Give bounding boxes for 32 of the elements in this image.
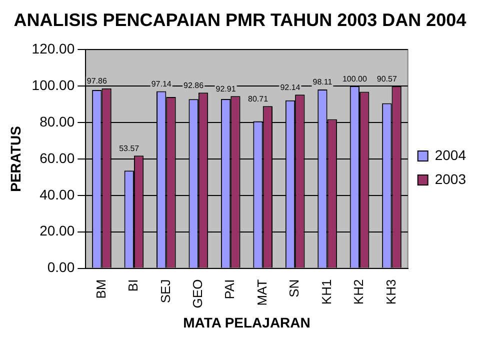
x-tick-label: KH2 — [351, 279, 366, 305]
data-label: 92.91 — [216, 84, 236, 94]
x-tick-label: PAI — [222, 279, 238, 300]
data-label: 97.14 — [151, 79, 172, 88]
data-label: 97.86 — [86, 76, 108, 86]
data-label: 92.86 — [184, 80, 204, 90]
x-tick-label: KH3 — [383, 279, 398, 305]
y-tick-label: 20.00 — [40, 222, 75, 239]
legend-label: 2004 — [434, 146, 466, 163]
x-tick-label: GEO — [190, 279, 205, 308]
data-label: 98.11 — [312, 78, 333, 87]
legend-label: 2003 — [434, 170, 466, 187]
y-tick-label: 80.00 — [40, 113, 75, 130]
data-label: 53.57 — [119, 144, 140, 153]
y-tick-label: 60.00 — [40, 150, 75, 166]
x-axis-title: MATA PELAJARAN — [183, 314, 310, 330]
y-tick-label: 100.00 — [32, 76, 75, 93]
y-tick-label: 40.00 — [40, 186, 75, 202]
chart-title: ANALISIS PENCAPAIAN PMR TAHUN 2003 DAN 2004 — [14, 10, 466, 30]
x-tick-label: SEJ — [158, 279, 173, 304]
y-tick-label: 0.00 — [47, 259, 75, 276]
data-label: 80.71 — [248, 94, 269, 104]
x-tick-label: SN — [286, 279, 302, 298]
y-tick-label: 120.00 — [32, 40, 75, 56]
data-label: 90.57 — [376, 74, 398, 84]
data-label: 100.00 — [342, 74, 368, 84]
x-tick-label: BI — [126, 279, 141, 292]
data-label: 92.14 — [280, 82, 301, 92]
x-tick-label: BM — [93, 279, 108, 299]
x-tick-label: MAT — [254, 279, 270, 306]
y-axis-title: PERATUS — [7, 126, 24, 192]
x-tick-label: KH1 — [318, 279, 334, 305]
